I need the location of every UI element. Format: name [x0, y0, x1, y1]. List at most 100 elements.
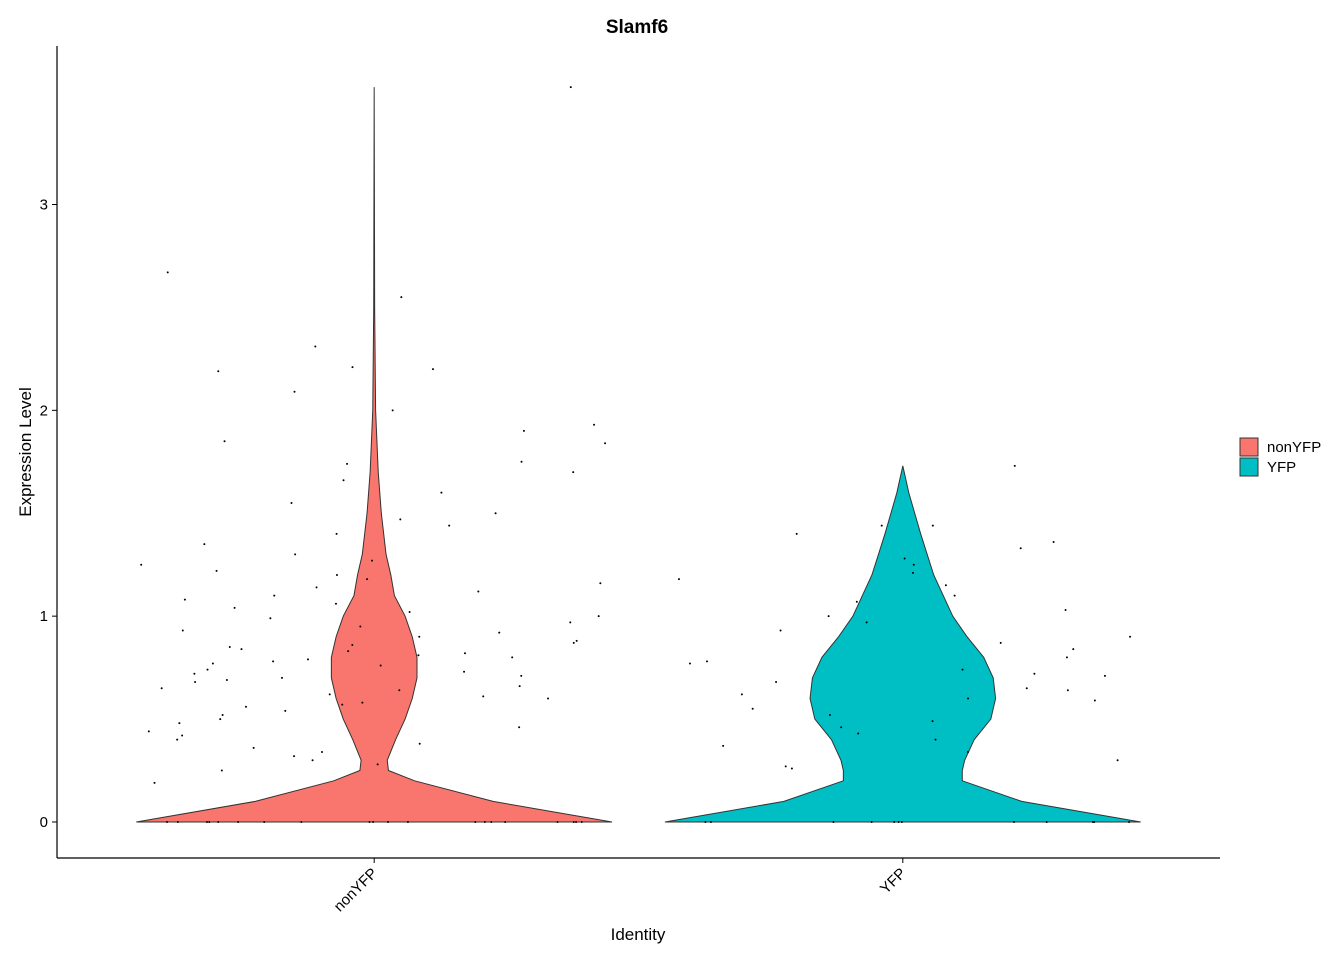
- point: [518, 726, 521, 729]
- point: [335, 532, 338, 535]
- point: [477, 590, 480, 593]
- point: [294, 553, 297, 556]
- point: [252, 746, 255, 749]
- point: [176, 820, 179, 823]
- point: [677, 578, 680, 581]
- point: [366, 578, 369, 581]
- legend-key: [1239, 437, 1259, 457]
- point: [233, 606, 236, 609]
- point: [1052, 541, 1055, 544]
- point: [244, 705, 247, 708]
- chart-title: Slamf6: [606, 17, 668, 38]
- point: [569, 621, 572, 624]
- point: [572, 641, 575, 644]
- point: [900, 820, 903, 823]
- point: [176, 738, 179, 741]
- point: [520, 460, 523, 463]
- point: [688, 662, 691, 665]
- point: [153, 781, 156, 784]
- legend-key: [1239, 457, 1259, 477]
- point: [181, 734, 184, 737]
- point: [511, 656, 514, 659]
- point: [376, 763, 379, 766]
- point: [351, 643, 354, 646]
- point: [217, 370, 220, 373]
- point: [228, 646, 231, 649]
- point: [225, 678, 228, 681]
- point: [880, 524, 883, 527]
- point: [315, 586, 318, 589]
- point: [795, 532, 798, 535]
- point: [203, 543, 206, 546]
- point: [1019, 547, 1022, 550]
- point: [160, 687, 163, 690]
- point: [779, 629, 782, 632]
- point: [361, 701, 364, 704]
- point: [418, 742, 421, 745]
- point: [1093, 820, 1096, 823]
- point: [897, 820, 900, 823]
- y-tick-label: 3: [40, 196, 48, 213]
- point: [314, 345, 317, 348]
- point: [280, 676, 283, 679]
- legend-label: nonYFP: [1267, 439, 1321, 456]
- point: [193, 672, 196, 675]
- point: [379, 664, 382, 667]
- point: [953, 594, 956, 597]
- point: [999, 641, 1002, 644]
- point: [400, 296, 403, 299]
- point: [832, 820, 835, 823]
- point: [206, 820, 209, 823]
- point: [290, 501, 293, 504]
- x-tick-label: nonYFP: [331, 865, 381, 915]
- point: [387, 820, 390, 823]
- point: [474, 820, 477, 823]
- point: [597, 615, 600, 618]
- point: [368, 820, 371, 823]
- point: [911, 571, 914, 574]
- violin: [136, 87, 613, 823]
- point: [1065, 656, 1068, 659]
- point: [391, 409, 394, 412]
- point: [494, 512, 497, 515]
- point: [967, 697, 970, 700]
- point: [347, 650, 350, 653]
- point: [341, 703, 344, 706]
- point: [569, 86, 572, 89]
- point: [784, 765, 787, 768]
- point: [572, 471, 575, 474]
- point: [431, 368, 434, 371]
- point: [722, 744, 725, 747]
- point: [599, 582, 602, 585]
- legend-label: YFP: [1267, 459, 1296, 476]
- point: [300, 820, 303, 823]
- point: [827, 615, 830, 618]
- point: [284, 709, 287, 712]
- point: [840, 726, 843, 729]
- point: [273, 594, 276, 597]
- point: [219, 718, 222, 721]
- point: [406, 820, 409, 823]
- point: [705, 660, 708, 663]
- point: [828, 713, 831, 716]
- point: [237, 820, 240, 823]
- y-tick-label: 2: [40, 402, 48, 419]
- point: [181, 629, 184, 632]
- point: [306, 658, 309, 661]
- point: [1064, 608, 1067, 611]
- point: [220, 769, 223, 772]
- point: [440, 491, 443, 494]
- point: [522, 429, 525, 432]
- y-tick-label: 0: [40, 814, 48, 831]
- point: [221, 713, 224, 716]
- x-tick-label: YFP: [877, 865, 910, 898]
- point: [961, 668, 964, 671]
- point: [166, 820, 169, 823]
- point: [1116, 759, 1119, 762]
- point: [1128, 820, 1131, 823]
- point: [490, 820, 493, 823]
- y-axis-label: Expression Level: [16, 387, 35, 516]
- point: [498, 631, 501, 634]
- point: [215, 569, 218, 572]
- point: [342, 479, 345, 482]
